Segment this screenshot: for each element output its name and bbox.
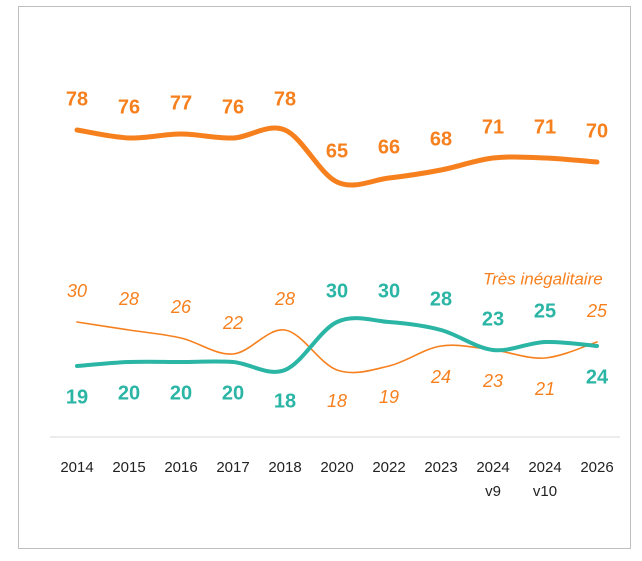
- series-line: [76, 321, 598, 374]
- data-label: 76: [118, 96, 140, 118]
- x-tick-label: 2017: [216, 459, 249, 476]
- x-tick-label: 2026: [580, 459, 613, 476]
- data-label: 25: [586, 301, 608, 321]
- data-label: 23: [482, 308, 504, 330]
- data-label: 66: [378, 136, 400, 158]
- data-label: 18: [274, 390, 296, 412]
- x-tick-label: 2024 v9: [476, 459, 509, 500]
- data-label: 30: [326, 280, 348, 302]
- data-label: 70: [586, 120, 608, 142]
- x-tick-label: 2015: [112, 459, 145, 476]
- chart-frame: [18, 6, 631, 549]
- data-label: 22: [222, 313, 243, 333]
- series-line: [75, 316, 599, 374]
- data-label: 77: [170, 92, 192, 114]
- data-label: 30: [378, 280, 400, 302]
- x-tick-label: 2023: [424, 459, 457, 476]
- data-label: 20: [222, 382, 244, 404]
- x-tick-label: 2014: [60, 459, 93, 476]
- x-tick-label: 2022: [372, 459, 405, 476]
- data-label: 18: [327, 391, 347, 411]
- data-label: 20: [170, 382, 192, 404]
- data-label: 76: [222, 96, 244, 118]
- data-label: 65: [326, 140, 348, 162]
- data-label: 23: [482, 371, 503, 391]
- x-tick-label: 2016: [164, 459, 197, 476]
- data-label: 19: [379, 387, 399, 407]
- data-label: 78: [66, 88, 88, 110]
- data-label: 68: [430, 128, 452, 150]
- data-label: 26: [170, 297, 192, 317]
- data-label: 24: [586, 366, 609, 388]
- data-label: 78: [274, 88, 296, 110]
- data-label: 30: [67, 281, 87, 301]
- data-label: 25: [534, 300, 556, 322]
- series-line: [74, 125, 600, 188]
- data-label: 28: [430, 288, 452, 310]
- data-label: 20: [118, 382, 140, 404]
- data-label: 71: [482, 116, 504, 138]
- x-tick-label: 2018: [268, 459, 301, 476]
- data-label: 24: [430, 367, 451, 387]
- data-label: 28: [274, 289, 295, 309]
- x-tick-label: 2024 v10: [528, 459, 561, 500]
- data-label: 71: [534, 116, 556, 138]
- x-tick-label: 2020: [320, 459, 353, 476]
- data-label: 28: [118, 289, 139, 309]
- data-label: 19: [66, 386, 88, 408]
- data-label: 21: [534, 379, 555, 399]
- series-annotation: Très inégalitaire: [483, 269, 603, 288]
